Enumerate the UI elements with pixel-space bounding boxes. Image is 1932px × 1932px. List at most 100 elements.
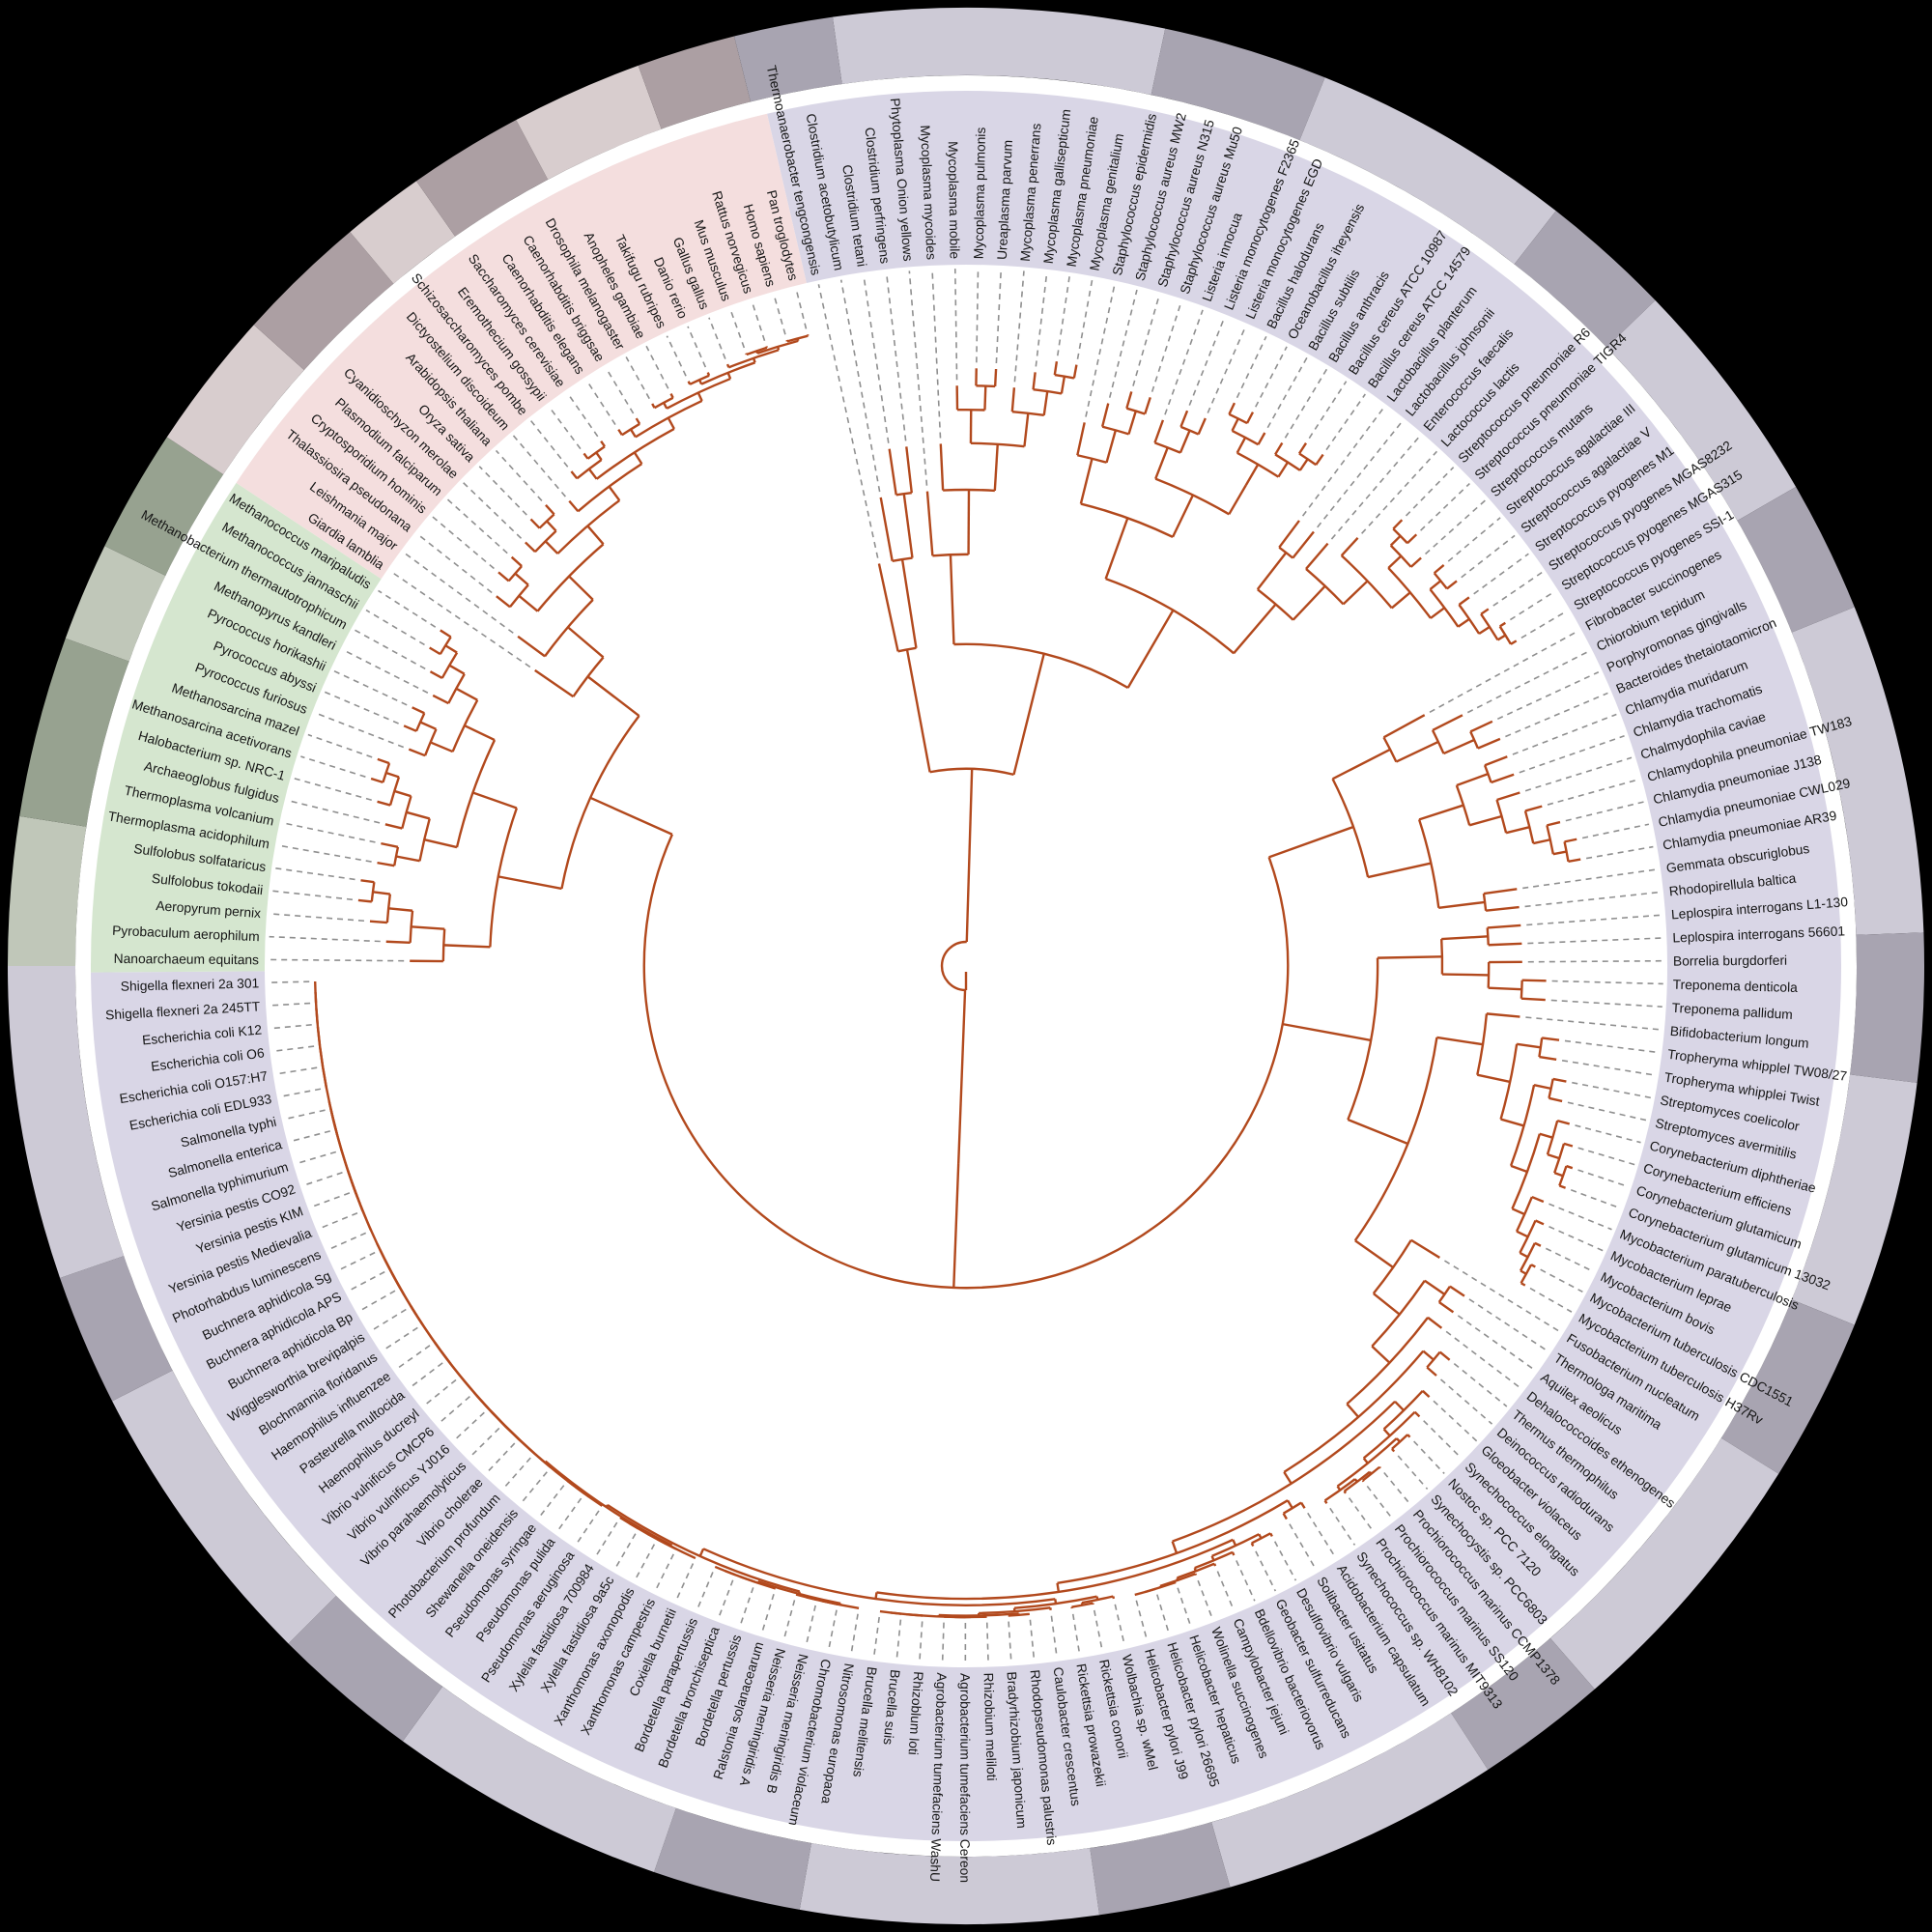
branch-line (1053, 361, 1059, 376)
leaf-dashed-line (1457, 1315, 1536, 1371)
outer-ring-segment (1299, 77, 1556, 265)
leaf-dashed-line (1447, 517, 1501, 562)
branch-line (1548, 1096, 1563, 1103)
branch-line (629, 428, 637, 438)
leaf-dashed-line (337, 1251, 376, 1271)
branch-line (617, 428, 623, 436)
branch-line (1568, 858, 1581, 864)
leaf-dashed-line (1108, 289, 1138, 398)
leaf-dashed-line (885, 272, 907, 441)
branch-line (1233, 603, 1277, 655)
branch-line (385, 771, 400, 779)
branch-line (1389, 534, 1402, 547)
leaf-dashed-line (270, 1002, 311, 1007)
species-label: Mycoplasma mycoides (918, 125, 939, 260)
branch-line (534, 668, 575, 698)
clade-arc (1440, 939, 1444, 975)
branch-line (1519, 1251, 1529, 1259)
leaf-dashed-line (359, 1290, 396, 1312)
outer-ring-segment (416, 120, 549, 237)
leaf-dashed-line (371, 1308, 407, 1332)
leaf-dashed-line (1466, 650, 1589, 714)
leaf-dashed-line (696, 1572, 714, 1610)
leaf-dashed-line (1361, 450, 1437, 534)
leaf-dashed-line (1289, 1523, 1317, 1571)
branch-line (1556, 1119, 1571, 1125)
leaf-dashed-line (297, 1151, 337, 1165)
clade-arc (979, 1606, 1051, 1615)
outer-ring-segment (112, 1370, 337, 1644)
branch-line (377, 800, 391, 807)
leaf-dashed-line (919, 1621, 923, 1662)
leaf-dashed-line (931, 269, 942, 439)
leaf-dashed-line (396, 1345, 431, 1370)
clade-arc (423, 728, 438, 756)
leaf-dashed-line (718, 1579, 734, 1619)
leaf-dashed-line (315, 712, 405, 749)
leaf-dashed-line (520, 1471, 548, 1504)
branch-line (412, 706, 425, 715)
leaf-dashed-line (1085, 284, 1116, 417)
branch-line (1458, 596, 1470, 606)
clade-arc (566, 1479, 585, 1495)
leaf-dashed-line (1540, 1268, 1583, 1293)
leaf-dashed-line (311, 1192, 351, 1208)
leaf-dashed-line (666, 335, 687, 377)
leaf-dashed-line (1461, 534, 1516, 579)
leaf-dashed-line (272, 890, 354, 901)
leaf-dashed-line (1197, 1579, 1213, 1619)
clade-arc (1257, 588, 1294, 621)
branch-line (1531, 1195, 1545, 1204)
branch-line (1456, 772, 1489, 787)
branch-line (1256, 552, 1288, 590)
outer-ring-segment (288, 1595, 443, 1742)
branch-line (1305, 542, 1329, 570)
leaf-dashed-line (863, 275, 890, 443)
branch-line (595, 451, 603, 461)
branch-line (1457, 617, 1470, 628)
leaf-dashed-line (760, 1594, 775, 1634)
branch-line (1390, 591, 1411, 610)
branch-line (1125, 391, 1133, 410)
leaf-dashed-line (1273, 1541, 1297, 1581)
branch-line (1422, 1350, 1435, 1361)
leaf-dashed-line (985, 1622, 989, 1663)
branch-line (1371, 1345, 1391, 1364)
leaf-dashed-line (995, 269, 1003, 364)
leaf-dashed-line (1383, 1471, 1411, 1505)
outer-ring-segment (253, 232, 394, 371)
outer-ring-segment (1549, 1437, 1779, 1690)
branch-line (879, 497, 894, 561)
clade-arc (1519, 1242, 1536, 1272)
leaf-dashed-line (1216, 1571, 1235, 1611)
branch-line (957, 989, 967, 1164)
branch-line (1539, 1055, 1557, 1062)
leaf-dashed-line (1561, 1059, 1656, 1076)
leaf-dashed-line (290, 1130, 331, 1143)
leaf-dashed-line (327, 1232, 367, 1251)
branch-line (377, 757, 390, 765)
branch-line (993, 443, 999, 491)
clade-arc (1362, 1465, 1380, 1482)
leaf-dashed-line (403, 552, 514, 634)
leaf-dashed-line (269, 935, 381, 943)
branch-line (1409, 556, 1422, 568)
outer-ring-segment (104, 437, 224, 576)
clade-arc (509, 583, 529, 609)
branch-line (1487, 923, 1521, 929)
branch-line (1100, 403, 1110, 428)
leaf-dashed-line (1284, 368, 1328, 439)
branch-line (1535, 1219, 1545, 1226)
outer-ring-segment (734, 16, 842, 102)
branch-line (1426, 1366, 1437, 1377)
leaf-dashed-line (872, 1616, 880, 1658)
outer-ring-segment (1211, 1713, 1489, 1888)
branch-line (1449, 1285, 1465, 1297)
outer-ring-segment (638, 36, 751, 129)
branch-line (510, 555, 523, 567)
branch-line (1268, 825, 1354, 859)
clade-arc (1154, 477, 1230, 516)
clade-arc (347, 1170, 356, 1192)
branch-line (1553, 1172, 1564, 1178)
branch-line (1231, 417, 1239, 432)
